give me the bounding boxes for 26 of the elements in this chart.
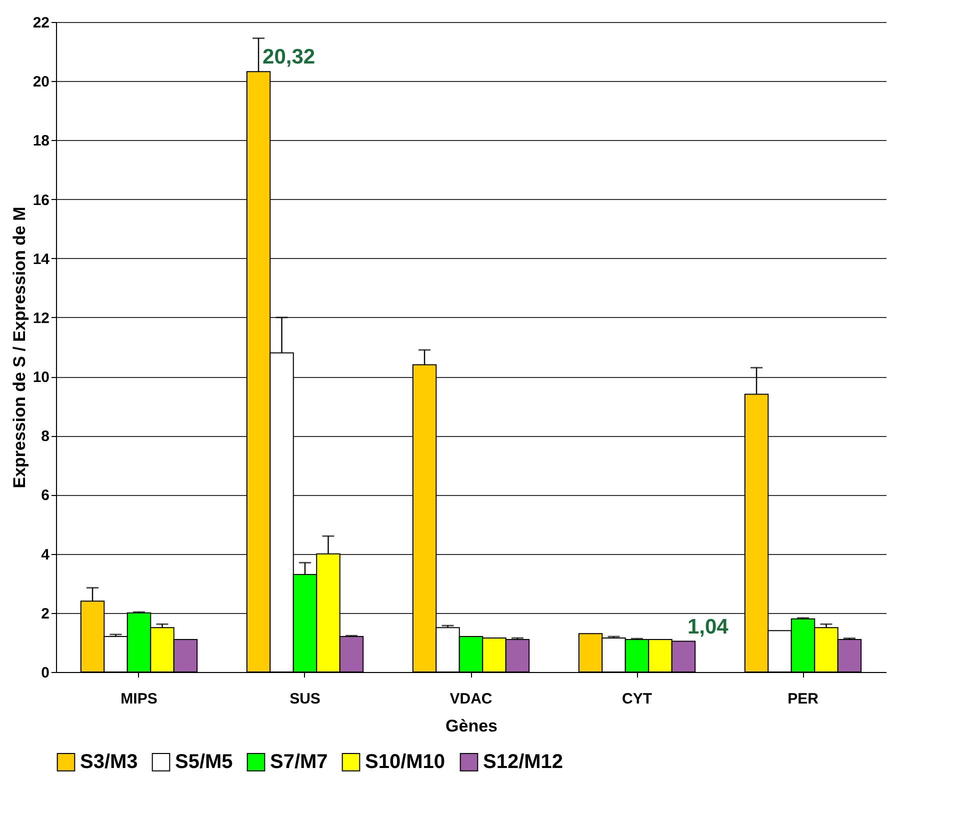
legend-label: S10/M10 [365, 751, 446, 774]
legend-label: S12/M12 [483, 751, 564, 774]
y-tick-label: 4 [41, 546, 50, 564]
y-tick-label: 16 [32, 192, 50, 209]
x-tick-label: VDAC [450, 690, 492, 708]
y-axis-title: Expression de S / Expression de M [10, 206, 29, 488]
x-tick-label: SUS [290, 690, 320, 708]
y-tick-label: 6 [41, 487, 50, 504]
data-label: 20,32 [262, 46, 316, 69]
x-tick-label: PER [788, 690, 819, 708]
legend-label: S5/M5 [175, 751, 233, 774]
x-tick-label: MIPS [120, 690, 158, 708]
y-tick-label: 12 [32, 310, 50, 327]
y-tick-label: 18 [32, 132, 50, 150]
y-tick-label: 14 [32, 250, 50, 268]
data-label: 1,04 [687, 615, 729, 638]
legend-label: S3/M3 [80, 751, 138, 774]
legend-label: S7/M7 [270, 751, 328, 774]
y-tick-label: 2 [41, 605, 50, 622]
y-tick-label: 0 [41, 664, 50, 682]
y-tick-label: 20 [32, 74, 50, 91]
x-axis-title: Gènes [446, 716, 498, 736]
x-tick-label: CYT [622, 690, 652, 708]
y-tick-label: 8 [41, 428, 50, 446]
y-tick-label: 10 [32, 369, 50, 386]
y-tick-label: 22 [32, 14, 50, 32]
